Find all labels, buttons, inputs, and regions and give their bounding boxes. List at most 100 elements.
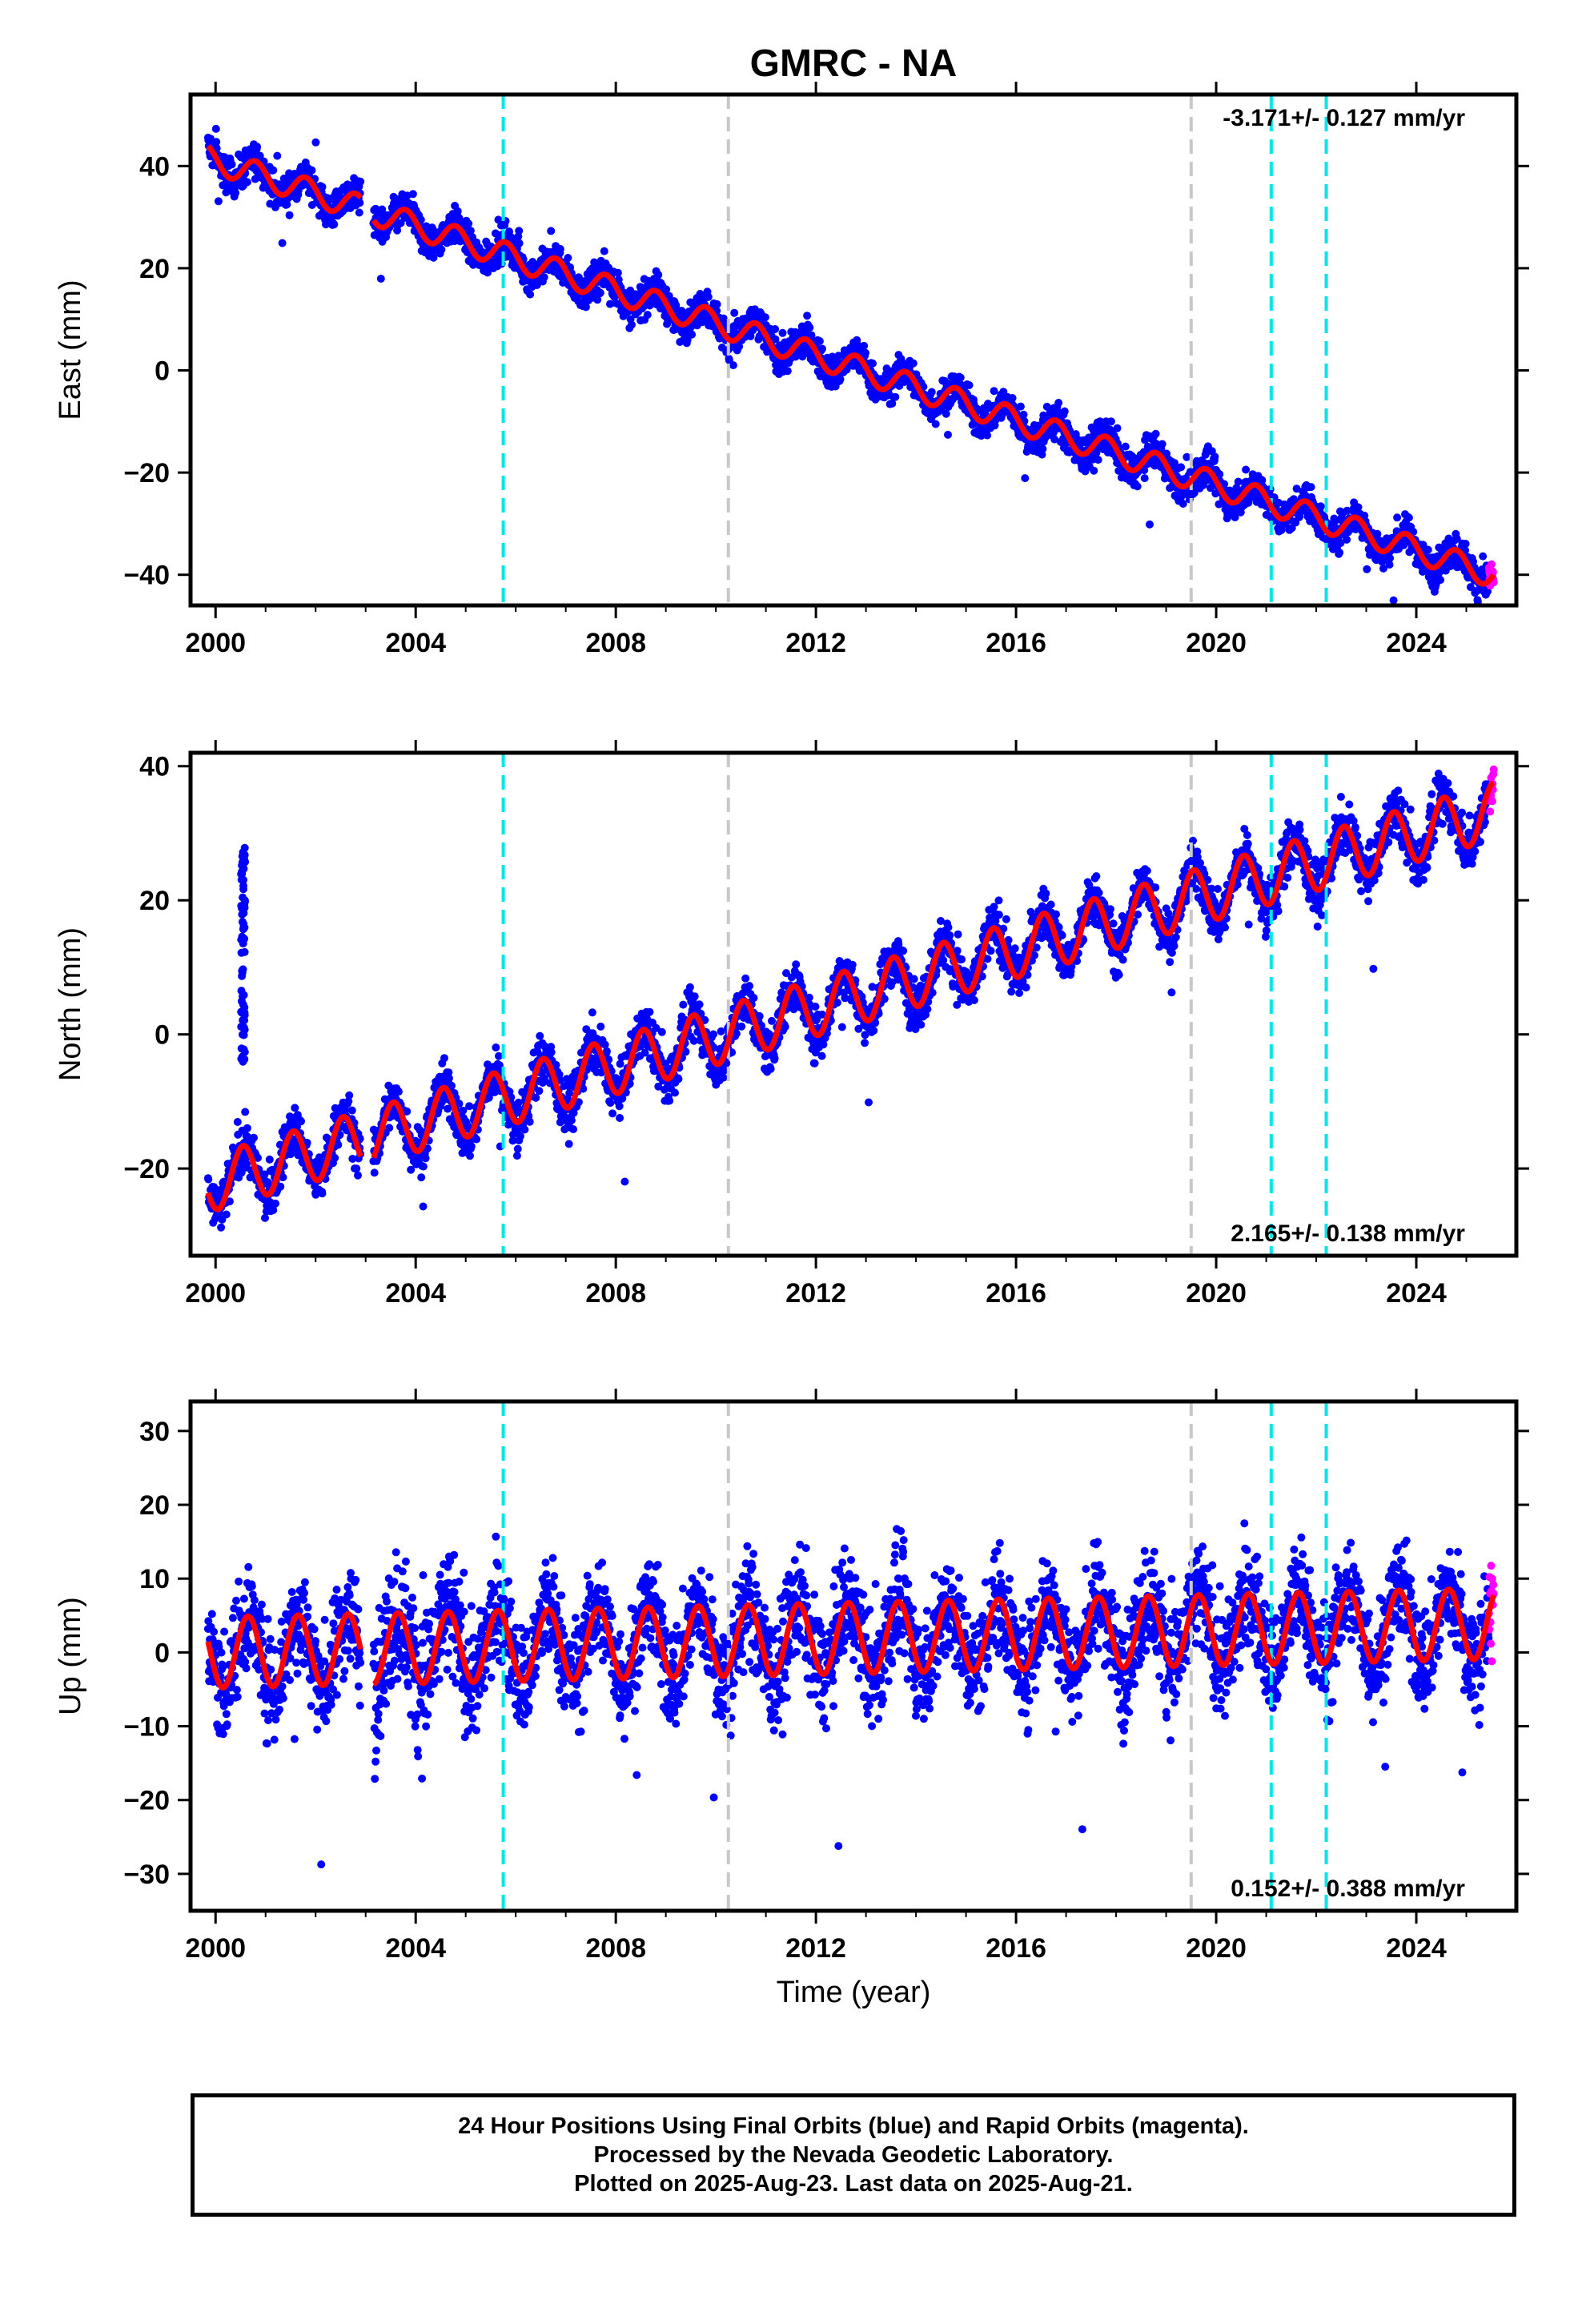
- final-orbit-point: [212, 138, 221, 147]
- final-orbit-point: [437, 245, 446, 254]
- final-orbit-point: [385, 1124, 394, 1132]
- final-orbit-point: [241, 1108, 250, 1116]
- final-orbit-point: [1215, 470, 1224, 479]
- final-orbit-point: [1050, 435, 1059, 444]
- final-orbit-point: [455, 1100, 464, 1108]
- final-orbit-point: [567, 1116, 576, 1124]
- final-orbit-point: [269, 1206, 278, 1215]
- final-orbit-point: [1113, 424, 1122, 432]
- final-orbit-point: [448, 1081, 456, 1090]
- final-orbit-point: [1133, 482, 1142, 491]
- final-orbit-point: [679, 1000, 688, 1009]
- final-orbit-point: [1436, 576, 1445, 585]
- final-orbit-point: [771, 335, 780, 344]
- rapid-orbit-point: [1488, 560, 1496, 569]
- final-orbit-point: [231, 188, 240, 197]
- final-orbit-point: [1373, 529, 1382, 538]
- final-orbit-point: [1106, 417, 1115, 426]
- x-tick-label: 2020: [1186, 628, 1247, 658]
- final-orbit-point: [657, 1027, 666, 1036]
- final-orbit-point: [444, 1068, 453, 1077]
- final-orbit-point: [564, 254, 572, 262]
- final-orbit-point: [356, 177, 365, 186]
- final-orbit-point: [285, 211, 294, 219]
- final-orbit-point: [1404, 513, 1413, 522]
- final-orbit-point: [704, 292, 713, 301]
- final-orbit-point: [1479, 552, 1488, 561]
- final-orbit-point: [222, 1210, 231, 1219]
- final-orbit-point: [606, 1099, 615, 1108]
- final-orbit-point: [513, 1144, 522, 1153]
- final-orbit-point: [243, 178, 251, 187]
- final-orbit-point: [771, 325, 780, 333]
- final-orbit-point: [278, 239, 287, 247]
- final-orbit-point: [685, 983, 694, 991]
- final-orbit-point: [423, 1144, 432, 1153]
- final-orbit-point: [291, 1104, 299, 1112]
- final-orbit-point: [990, 387, 998, 396]
- final-orbit-point: [547, 1047, 556, 1056]
- final-orbit-point: [1090, 466, 1098, 475]
- final-orbit-point: [472, 1135, 481, 1144]
- final-orbit-point: [1393, 513, 1402, 522]
- final-orbit-point: [1295, 513, 1304, 521]
- final-orbit-point: [520, 1125, 529, 1134]
- final-orbit-point: [1258, 476, 1267, 485]
- final-orbit-point: [888, 399, 897, 408]
- final-orbit-point: [1190, 489, 1199, 497]
- final-orbit-point: [927, 388, 936, 396]
- final-orbit-point: [421, 1154, 430, 1163]
- final-orbit-point: [204, 1175, 213, 1184]
- final-orbit-point: [1151, 429, 1160, 438]
- final-orbit-point: [729, 361, 737, 370]
- final-orbit-point: [983, 431, 992, 440]
- final-orbit-point: [261, 1213, 269, 1222]
- final-orbit-point: [429, 253, 438, 262]
- final-orbit-point: [355, 199, 364, 207]
- final-orbit-point: [492, 1043, 500, 1051]
- final-orbit-point: [243, 1124, 251, 1132]
- final-orbit-point: [227, 160, 236, 169]
- final-orbit-point: [453, 207, 462, 215]
- east-plot-frame: [188, 92, 1519, 608]
- final-orbit-point: [1379, 564, 1387, 573]
- final-orbit-point: [419, 1162, 428, 1171]
- final-orbit-point: [1146, 520, 1154, 529]
- final-orbit-point: [665, 1096, 674, 1105]
- final-orbit-point: [1461, 540, 1470, 548]
- final-orbit-point: [540, 273, 548, 282]
- final-orbit-point: [778, 328, 787, 337]
- final-orbit-point: [674, 1075, 683, 1084]
- final-orbit-point: [276, 1182, 285, 1191]
- final-orbit-point: [1336, 539, 1345, 547]
- east-model-fit-line: [206, 144, 1496, 587]
- final-orbit-point: [643, 311, 652, 320]
- final-orbit-point: [408, 190, 417, 199]
- final-orbit-point: [214, 197, 223, 206]
- final-orbit-point: [556, 245, 564, 253]
- final-orbit-point: [279, 1173, 287, 1182]
- final-orbit-point: [1054, 399, 1063, 407]
- final-orbit-point: [515, 239, 524, 247]
- final-orbit-point: [370, 1168, 379, 1177]
- final-orbit-point: [526, 290, 535, 299]
- final-orbit-point: [671, 1088, 679, 1097]
- final-orbit-point: [620, 1177, 629, 1186]
- final-orbit-point: [730, 308, 739, 317]
- final-orbit-point: [348, 1155, 357, 1163]
- final-orbit-point: [403, 1107, 412, 1116]
- final-orbit-point: [581, 303, 590, 312]
- final-orbit-point: [217, 1223, 226, 1232]
- final-orbit-point: [615, 1102, 624, 1111]
- final-orbit-point: [1008, 394, 1017, 402]
- final-orbit-point: [596, 1022, 605, 1031]
- final-orbit-point: [407, 1165, 416, 1174]
- final-orbit-point: [818, 344, 826, 353]
- final-orbit-point: [273, 151, 282, 160]
- final-orbit-point: [495, 1051, 503, 1060]
- final-orbit-point: [459, 1106, 468, 1115]
- final-orbit-point: [515, 227, 524, 235]
- final-orbit-point: [1094, 456, 1102, 464]
- east-scatter: [203, 124, 1498, 605]
